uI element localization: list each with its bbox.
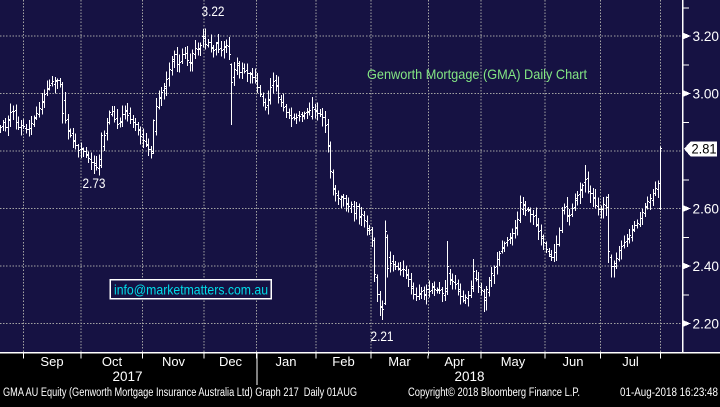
svg-text:2.73: 2.73 (83, 176, 106, 191)
svg-text:Apr: Apr (444, 354, 465, 369)
svg-text:GMA AU Equity (Genworth Mortga: GMA AU Equity (Genworth Mortgage Insuran… (3, 387, 357, 399)
svg-text:Genworth Mortgage (GMA) Daily: Genworth Mortgage (GMA) Daily Chart (367, 66, 587, 82)
svg-text:3.20: 3.20 (693, 28, 720, 44)
svg-text:2.21: 2.21 (371, 329, 394, 344)
svg-text:Sep: Sep (40, 354, 63, 369)
svg-text:Dec: Dec (219, 354, 243, 369)
svg-text:2.81: 2.81 (692, 141, 717, 157)
svg-text:Oct: Oct (102, 354, 123, 369)
svg-text:3.22: 3.22 (202, 4, 225, 19)
svg-text:Jul: Jul (622, 354, 639, 369)
svg-text:2.40: 2.40 (693, 258, 720, 274)
svg-text:Feb: Feb (332, 354, 354, 369)
svg-text:Jan: Jan (276, 354, 297, 369)
svg-text:2017: 2017 (112, 369, 142, 384)
svg-text:Mar: Mar (388, 354, 411, 369)
svg-text:May: May (501, 354, 526, 369)
svg-text:Copyright© 2018 Bloomberg Fina: Copyright© 2018 Bloomberg Finance L.P. (408, 387, 580, 399)
svg-text:2.60: 2.60 (693, 201, 720, 217)
svg-text:2.20: 2.20 (693, 316, 720, 332)
svg-text:2018: 2018 (454, 369, 484, 384)
svg-text:Jun: Jun (563, 354, 584, 369)
svg-text:info@marketmatters.com.au: info@marketmatters.com.au (114, 282, 268, 298)
svg-text:3.00: 3.00 (693, 86, 720, 102)
svg-text:01-Aug-2018 16:23:48: 01-Aug-2018 16:23:48 (620, 387, 718, 399)
svg-text:Nov: Nov (162, 354, 186, 369)
